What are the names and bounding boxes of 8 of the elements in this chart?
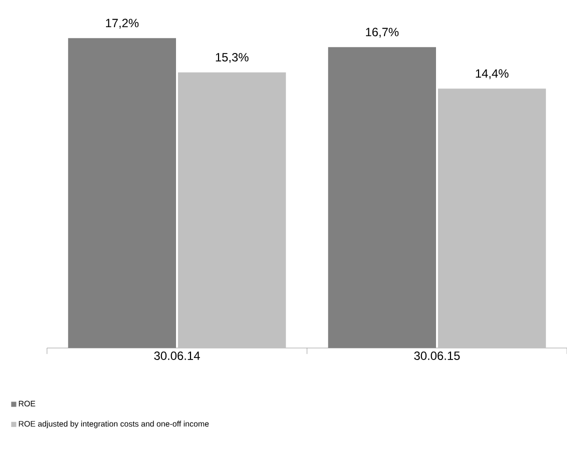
data-label: 17,2% — [106, 18, 139, 29]
bar — [178, 72, 286, 348]
data-label: 14,4% — [476, 69, 508, 80]
bar — [438, 88, 546, 348]
x-tick-label: 30.06.15 — [414, 352, 460, 360]
data-label: 16,7% — [366, 28, 399, 38]
x-tick-label: 30.06.14 — [154, 352, 200, 360]
data-label: 15,3% — [216, 53, 248, 63]
